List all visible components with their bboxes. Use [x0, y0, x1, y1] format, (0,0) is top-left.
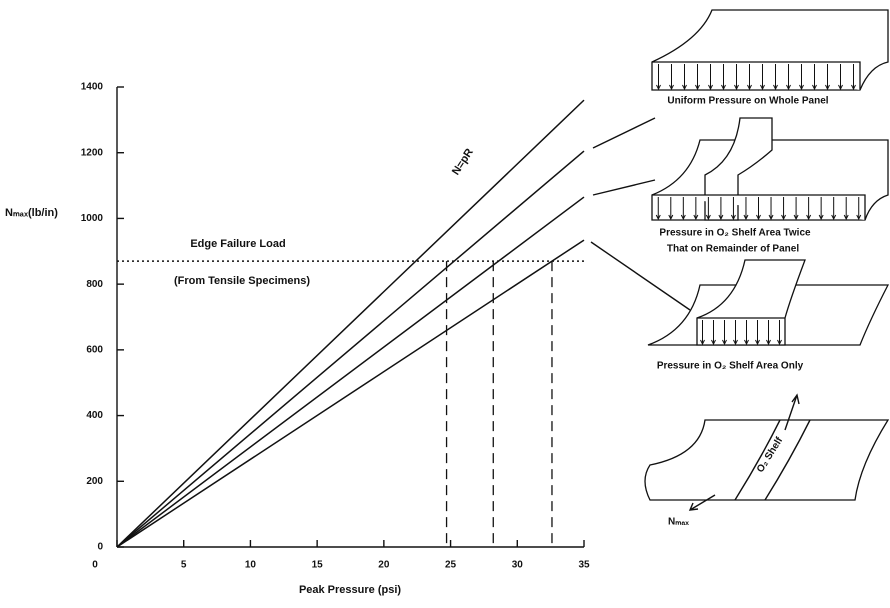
diagram-caption: Pressure in O₂ Shelf Area Only [657, 361, 804, 372]
load-label: Nₘₐₓ [668, 517, 689, 528]
x-tick-label: 10 [245, 560, 257, 571]
diagram-geometry: O₂ Shelf Nₘₐₓ [645, 395, 888, 528]
y-tick-label: 600 [86, 344, 103, 355]
line-annotation: N=pR [450, 146, 476, 177]
threshold-label: Edge Failure Load [190, 238, 285, 250]
x-tick-label: 15 [312, 560, 324, 571]
data-line [117, 151, 584, 547]
connector [593, 180, 655, 195]
data-line [117, 197, 584, 547]
chart: Peak Pressure (psi) Nₘₐₓ(lb/in) N=pR Edg… [0, 0, 890, 603]
diagram-shelf-only: Pressure in O₂ Shelf Area Only [648, 260, 888, 372]
page: {"chart_data": {"type": "line", "x_label… [0, 0, 890, 603]
connector [593, 118, 655, 148]
x-tick-label: 20 [378, 560, 390, 571]
x-tick-label: 0 [92, 560, 98, 571]
x-tick-label: 25 [445, 560, 457, 571]
x-tick-label: 30 [512, 560, 524, 571]
y-tick-label: 0 [97, 542, 103, 553]
y-tick-label: 1000 [81, 213, 104, 224]
y-tick-label: 800 [86, 279, 103, 290]
diagram-caption: Pressure in O₂ Shelf Area Twice [659, 228, 811, 239]
diagram-uniform: Uniform Pressure on Whole Panel [652, 10, 888, 107]
x-tick-label: 5 [181, 560, 187, 571]
y-tick-label: 400 [86, 410, 103, 421]
y-tick-label: 200 [86, 476, 103, 487]
data-line [117, 100, 584, 547]
y-tick-label: 1400 [81, 82, 104, 93]
diagram-twice: Pressure in O₂ Shelf Area Twice That on … [652, 118, 888, 255]
diagram-caption: Uniform Pressure on Whole Panel [667, 96, 828, 107]
x-axis-label: Peak Pressure (psi) [299, 584, 401, 596]
y-axis-label: Nₘₐₓ(lb/in) [5, 207, 58, 219]
y-tick-label: 1200 [81, 147, 104, 158]
diagram-caption: That on Remainder of Panel [667, 244, 799, 255]
x-tick-label: 35 [578, 560, 590, 571]
threshold-note: (From Tensile Specimens) [174, 275, 310, 287]
